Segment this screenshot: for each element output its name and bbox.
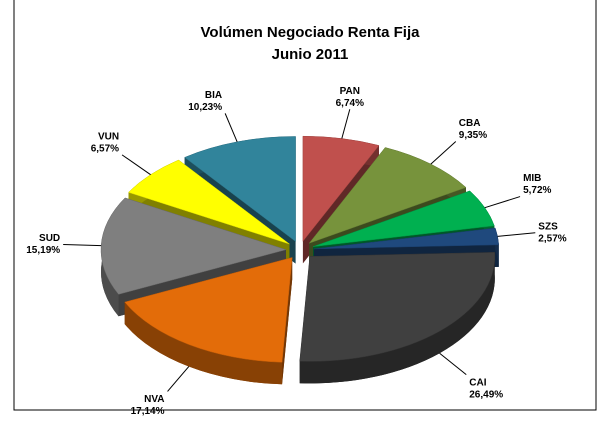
leader-line <box>167 366 190 392</box>
leader-line <box>430 141 457 165</box>
data-label-name: BIA <box>205 90 222 101</box>
chart-subtitle: Junio 2011 <box>272 46 349 63</box>
data-label-name: SZS <box>538 221 558 232</box>
slice-top <box>124 257 293 363</box>
leader-line <box>224 113 238 143</box>
slice-top <box>299 252 496 362</box>
data-label-value: 17,14% <box>131 406 165 417</box>
data-label-name: NVA <box>144 394 164 405</box>
chart-title: Volúmen Negociado Renta Fija <box>201 24 421 41</box>
slice <box>299 252 496 384</box>
data-label-value: 26,49% <box>469 389 503 400</box>
slice-top <box>100 197 287 295</box>
data-label-value: 2,57% <box>538 233 566 244</box>
data-label-value: 6,57% <box>91 144 119 155</box>
slice-edge <box>282 257 293 385</box>
data-label-name: VUN <box>98 132 119 143</box>
data-label-value: 10,23% <box>188 102 222 113</box>
slice-top <box>184 136 296 242</box>
data-label-name: PAN <box>340 86 360 97</box>
leader-line <box>63 244 102 247</box>
data-label-value: 9,35% <box>459 130 487 141</box>
slice-side <box>124 302 283 385</box>
slice <box>124 257 293 385</box>
slice-side <box>299 252 495 384</box>
leader-line <box>497 232 536 237</box>
data-label-value: 15,19% <box>26 245 60 256</box>
data-label-name: CBA <box>459 118 481 129</box>
leader-line <box>484 196 521 209</box>
slice-top <box>302 135 380 242</box>
slice-top <box>313 227 500 250</box>
data-label-name: MIB <box>523 173 541 184</box>
data-label-value: 5,72% <box>523 185 551 196</box>
leader-line <box>439 352 467 376</box>
data-label-name: CAI <box>469 377 486 388</box>
data-label-name: SUD <box>39 233 60 244</box>
leader-line <box>121 154 151 176</box>
slice-top <box>312 190 495 247</box>
leader-line <box>341 109 351 139</box>
slice-top <box>128 159 290 245</box>
slice-top <box>308 147 467 244</box>
data-label-value: 6,74% <box>336 98 364 109</box>
